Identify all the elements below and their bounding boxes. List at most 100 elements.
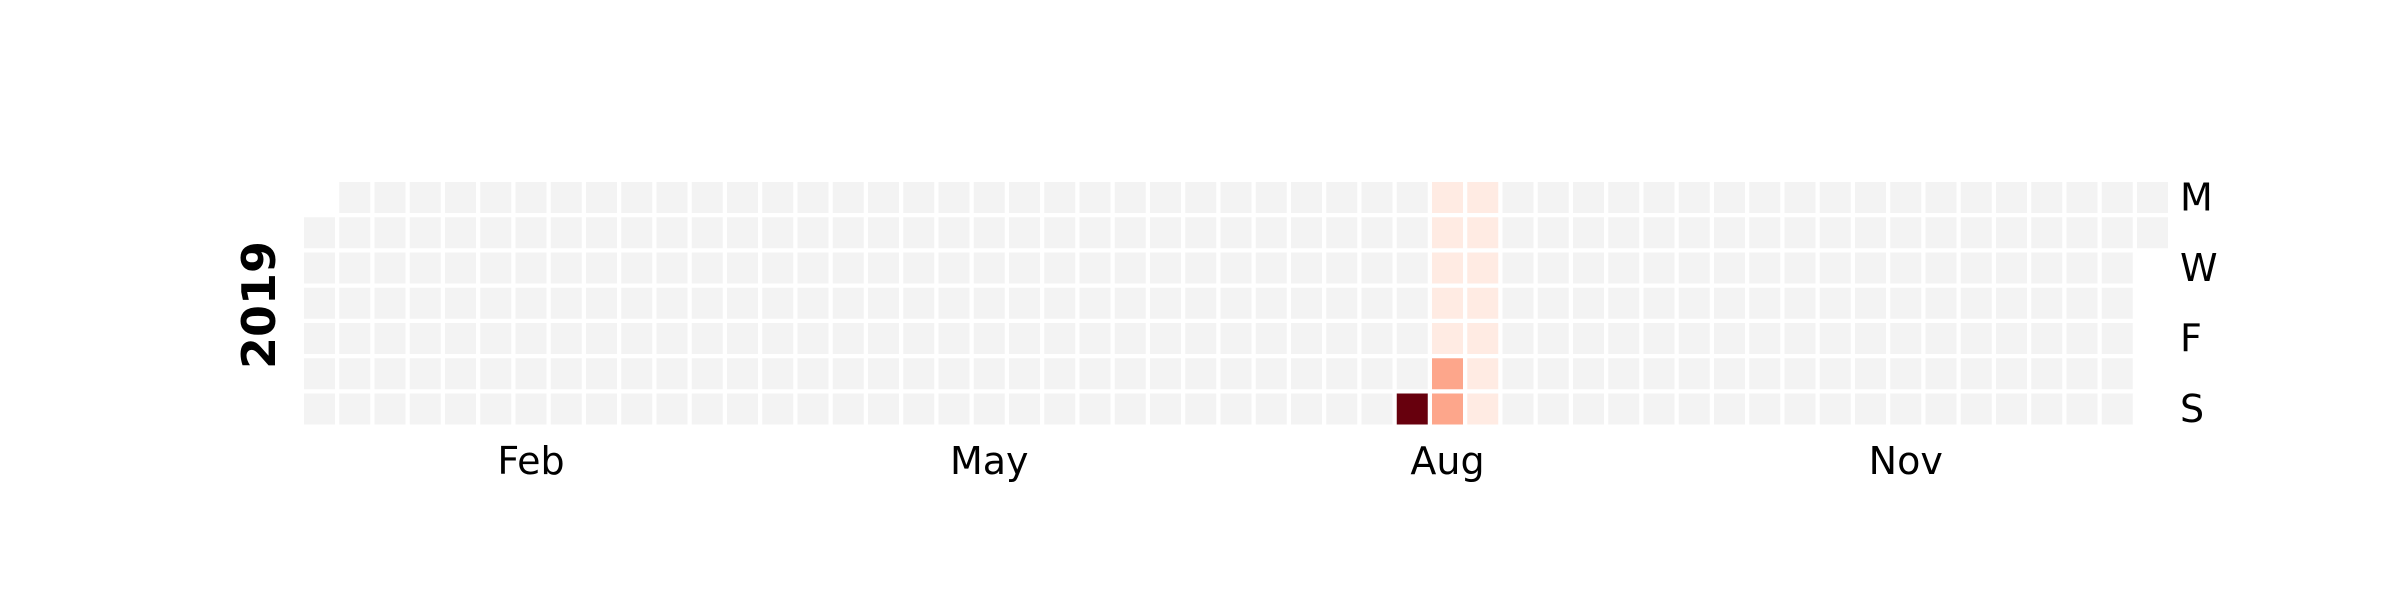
- day-cell-2019-10-10: [1714, 287, 1745, 319]
- day-cell-2019-09-11: [1573, 252, 1604, 284]
- day-cell-2019-03-02: [586, 358, 617, 390]
- day-cell-2019-09-17: [1608, 217, 1640, 249]
- day-cell-2019-11-12: [1890, 217, 1922, 249]
- day-cell-2019-11-10: [1855, 393, 1886, 425]
- day-cell-2019-02-17: [515, 393, 547, 425]
- day-cell-2019-06-28: [1185, 323, 1217, 354]
- day-cell-2019-06-20: [1150, 287, 1181, 319]
- day-cell-2019-08-03: [1361, 358, 1393, 390]
- day-cell-2019-08-06: [1396, 217, 1428, 249]
- day-cell-2019-04-08: [797, 182, 829, 213]
- day-cell-2019-07-20: [1291, 358, 1322, 390]
- day-cell-2019-03-20: [691, 252, 723, 284]
- day-cell-2019-08-11: [1396, 393, 1428, 425]
- day-cell-2019-04-12: [797, 323, 829, 354]
- day-cell-2019-09-23: [1643, 182, 1675, 213]
- day-cell-2019-11-05: [1855, 217, 1886, 249]
- day-cell-2019-06-15: [1114, 358, 1146, 390]
- day-cell-2019-01-28: [445, 182, 476, 213]
- day-cell-2019-01-31: [445, 287, 476, 319]
- day-cell-2019-02-14: [515, 287, 547, 319]
- day-cell-2019-01-16: [374, 252, 406, 284]
- day-cell-2019-10-04: [1678, 323, 1710, 354]
- day-cell-2019-10-25: [1784, 323, 1816, 354]
- day-cell-2019-10-31: [1819, 287, 1851, 319]
- day-cell-2019-05-31: [1044, 323, 1076, 354]
- day-cell-2019-04-09: [797, 217, 829, 249]
- day-cell-2019-01-11: [339, 323, 371, 354]
- day-cell-2019-08-20: [1467, 217, 1499, 249]
- day-cell-2019-12-08: [1996, 393, 2027, 425]
- day-cell-2019-05-23: [1009, 287, 1040, 319]
- day-cell-2019-01-30: [445, 252, 476, 284]
- day-cell-2019-04-26: [868, 323, 899, 354]
- day-cell-2019-03-21: [691, 287, 723, 319]
- day-cell-2019-07-09: [1255, 217, 1287, 249]
- day-cell-2019-12-16: [2066, 182, 2098, 213]
- day-cell-2019-10-18: [1749, 323, 1781, 354]
- day-cell-2019-09-06: [1537, 323, 1569, 354]
- day-cell-2019-08-24: [1467, 358, 1499, 390]
- day-cell-2019-09-28: [1643, 358, 1675, 390]
- day-cell-2019-10-29: [1819, 217, 1851, 249]
- month-label-nov: Nov: [1869, 439, 1943, 483]
- day-cell-2019-09-26: [1643, 287, 1675, 319]
- day-cell-2019-10-28: [1819, 182, 1851, 213]
- day-cell-2019-05-24: [1009, 323, 1040, 354]
- day-cell-2019-08-15: [1432, 287, 1463, 319]
- day-cell-2019-07-18: [1291, 287, 1322, 319]
- day-cell-2019-03-24: [691, 393, 723, 425]
- day-cell-2019-06-04: [1079, 217, 1111, 249]
- day-cell-2019-07-06: [1220, 358, 1252, 390]
- day-cell-2019-12-23: [2101, 182, 2133, 213]
- day-cell-2019-08-07: [1396, 252, 1428, 284]
- day-cell-2019-05-19: [973, 393, 1005, 425]
- day-cell-2019-10-08: [1714, 217, 1745, 249]
- day-cell-2019-03-05: [621, 217, 653, 249]
- day-cell-2019-12-17: [2066, 217, 2098, 249]
- day-cell-2019-11-08: [1855, 323, 1886, 354]
- day-cell-2019-09-16: [1608, 182, 1640, 213]
- day-cell-2019-12-01: [1960, 393, 1992, 425]
- day-cell-2019-02-18: [550, 182, 582, 213]
- day-cell-2019-01-18: [374, 323, 406, 354]
- day-cell-2019-05-06: [938, 182, 970, 213]
- day-cell-2019-05-12: [938, 393, 970, 425]
- day-cell-2019-02-11: [515, 182, 547, 213]
- day-cell-2019-05-03: [903, 323, 935, 354]
- day-cell-2019-12-20: [2066, 323, 2098, 354]
- day-cell-2019-05-05: [903, 393, 935, 425]
- day-cell-2019-11-01: [1819, 323, 1851, 354]
- day-cell-2019-05-01: [903, 252, 935, 284]
- day-cell-2019-06-25: [1185, 217, 1217, 249]
- day-cell-2019-06-19: [1150, 252, 1181, 284]
- day-cell-2019-03-11: [656, 182, 688, 213]
- day-cell-2019-12-24: [2101, 217, 2133, 249]
- day-cell-2019-10-12: [1714, 358, 1745, 390]
- day-cell-2019-07-24: [1326, 252, 1358, 284]
- day-cell-2019-08-05: [1396, 182, 1428, 213]
- day-cell-2019-03-08: [621, 323, 653, 354]
- day-cell-2019-07-28: [1326, 393, 1358, 425]
- day-cell-2019-11-14: [1890, 287, 1922, 319]
- day-cell-2019-02-06: [480, 252, 512, 284]
- day-cell-2019-01-22: [409, 217, 441, 249]
- day-cell-2019-08-30: [1502, 323, 1534, 354]
- day-cell-2019-10-30: [1819, 252, 1851, 284]
- day-cell-2019-08-04: [1361, 393, 1393, 425]
- day-cell-2019-10-26: [1784, 358, 1816, 390]
- day-cell-2019-11-06: [1855, 252, 1886, 284]
- day-cell-2019-05-27: [1044, 182, 1076, 213]
- day-cell-2019-04-29: [903, 182, 935, 213]
- day-cell-2019-04-25: [868, 287, 899, 319]
- day-cell-2019-09-20: [1608, 323, 1640, 354]
- day-cell-2019-12-04: [1996, 252, 2027, 284]
- day-cell-2019-10-01: [1678, 217, 1710, 249]
- day-label-sun: S: [2180, 387, 2204, 431]
- day-cell-2019-01-15: [374, 217, 406, 249]
- day-cell-2019-06-18: [1150, 217, 1181, 249]
- day-cell-2019-03-19: [691, 217, 723, 249]
- day-cell-2019-08-08: [1396, 287, 1428, 319]
- day-cell-2019-05-16: [973, 287, 1005, 319]
- day-cell-2019-07-14: [1255, 393, 1287, 425]
